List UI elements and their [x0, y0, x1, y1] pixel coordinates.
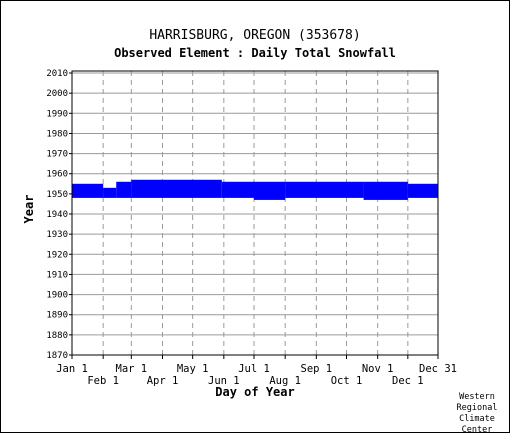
x-axis-ticks: Jan 1 Mar 1 May 1 Jul 1 Sep 1 Nov 1 Dec 31 Feb … [56, 355, 457, 387]
data-coverage [72, 179, 438, 200]
plot-area [71, 70, 439, 356]
x-tick-label: Feb 1 [87, 375, 119, 387]
grid-lines [72, 71, 438, 356]
y-tick-label: 1990 [46, 109, 68, 119]
coverage-block [253, 181, 286, 200]
y-tick-label: 1960 [46, 170, 68, 180]
x-tick-label: Jul 1 [238, 363, 270, 375]
x-tick-label: Oct 1 [331, 375, 363, 387]
x-tick-label: Sep 1 [301, 363, 333, 375]
x-tick-label: Jan 1 [56, 363, 88, 375]
coverage-block [116, 181, 132, 198]
x-tick-label: Aug 1 [269, 375, 301, 387]
y-tick-label: 1970 [46, 150, 68, 160]
x-tick-label: Jun 1 [208, 375, 240, 387]
coverage-block [363, 181, 408, 200]
x-tick-label: Dec 31 [419, 363, 457, 375]
y-axis-ticks: 2010 2000 1990 1980 1970 1960 1950 1940 1930 1920… [46, 69, 72, 361]
chart-subtitle: Observed Element : Daily Total Snowfall [114, 46, 396, 60]
y-tick-label: 2000 [46, 89, 68, 99]
coverage-block [407, 183, 438, 198]
credit-line: Regional [457, 403, 498, 413]
x-tick-label: Mar 1 [116, 363, 148, 375]
y-tick-label: 1890 [46, 311, 68, 321]
y-tick-label: 1950 [46, 190, 68, 200]
y-tick-label: 1940 [46, 210, 68, 220]
x-tick-label: Dec 1 [392, 375, 424, 387]
credit-line: Western [459, 392, 495, 402]
x-tick-label: Nov 1 [362, 363, 394, 375]
credit-block: Western Regional Climate Center [457, 392, 498, 434]
y-tick-label: 1880 [46, 331, 68, 341]
chart-title: HARRISBURG, OREGON (353678) [149, 28, 360, 43]
y-tick-label: 1870 [46, 351, 68, 361]
y-tick-label: 1900 [46, 291, 68, 301]
y-tick-label: 1930 [46, 230, 68, 240]
coverage-block [72, 183, 104, 198]
coverage-block [285, 181, 364, 198]
y-axis-label: Year [22, 195, 36, 224]
x-tick-label: Apr 1 [147, 375, 179, 387]
credit-line: Center [462, 425, 493, 434]
x-tick-label: May 1 [177, 363, 209, 375]
x-axis-label: Day of Year [215, 385, 294, 399]
credit-line: Climate [459, 414, 495, 424]
coverage-block [103, 187, 117, 198]
coverage-block [131, 179, 222, 198]
y-tick-label: 1920 [46, 250, 68, 260]
y-tick-label: 2010 [46, 69, 68, 79]
coverage-block [221, 181, 254, 198]
y-tick-label: 1910 [46, 270, 68, 280]
y-tick-label: 1980 [46, 129, 68, 139]
